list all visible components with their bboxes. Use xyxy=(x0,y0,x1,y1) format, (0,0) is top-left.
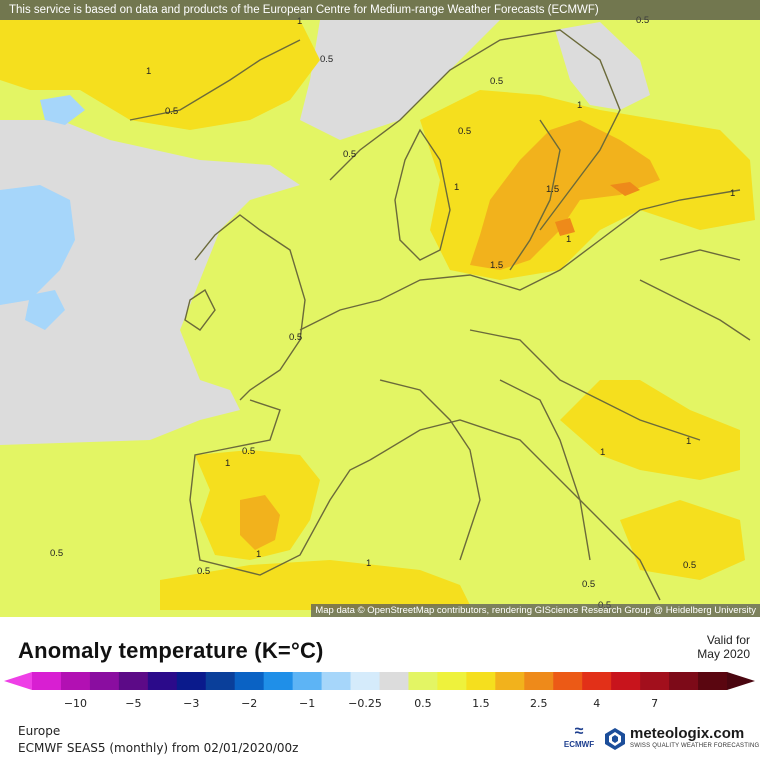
ecmwf-logo-text: ECMWF xyxy=(563,740,595,749)
scale-swatch xyxy=(698,672,728,690)
color-scale-bar xyxy=(4,672,755,690)
contour-label: 0.5 xyxy=(343,149,356,160)
valid-date: May 2020 xyxy=(697,647,750,661)
contour-label: 0.5 xyxy=(490,76,503,87)
scale-swatch xyxy=(466,672,496,690)
scale-swatch xyxy=(32,672,62,690)
scale-tick-label: 2.5 xyxy=(530,697,548,710)
scale-swatch xyxy=(640,672,670,690)
scale-tick-label: 7 xyxy=(651,697,659,710)
contour-label: 0.5 xyxy=(289,332,302,343)
contour-label: 0.5 xyxy=(458,126,471,137)
contour-label: 0.5 xyxy=(636,15,649,26)
no-data-area-norway-sea xyxy=(300,20,500,140)
contour-label: 1 xyxy=(577,100,582,111)
coastlines xyxy=(129,29,751,601)
scale-arrow-high xyxy=(727,672,755,690)
scale-tick-label: 4 xyxy=(593,697,601,710)
cold-anomaly-patch-3 xyxy=(40,95,85,125)
scale-swatch xyxy=(379,672,409,690)
contour-label: 1 xyxy=(146,66,151,77)
contour-label: 1 xyxy=(730,188,735,199)
warm-anomaly-north-atlantic xyxy=(0,20,320,130)
contour-label: 1 xyxy=(225,458,230,469)
map-canvas: 0.5 1 1.5 1 1 0.5 0.5 0.5 0.5 1 1 1 1.5 … xyxy=(0,15,755,611)
contour-label: 1 xyxy=(256,549,261,560)
scale-swatch xyxy=(205,672,236,690)
valid-label: Valid for xyxy=(706,633,750,647)
contour-label: 1 xyxy=(366,558,371,569)
scale-arrow-low xyxy=(4,672,32,690)
scale-swatch xyxy=(350,672,380,690)
scale-swatch xyxy=(553,672,583,690)
scale-swatch xyxy=(60,672,91,690)
scale-swatch xyxy=(234,672,265,690)
scale-swatch xyxy=(437,672,467,690)
valid-period: Valid for May 2020 xyxy=(697,633,750,661)
contour-label: 1 xyxy=(686,436,691,447)
strong-anomaly-spain xyxy=(240,495,280,550)
contour-label: 0.5 xyxy=(242,446,255,457)
meteologix-logo-icon xyxy=(605,728,625,750)
scale-swatch xyxy=(147,672,178,690)
scale-tick-label: −0.25 xyxy=(348,697,382,710)
scale-swatch xyxy=(292,672,323,690)
hotspot-baltic xyxy=(610,182,640,196)
contour-label: 1.5 xyxy=(490,260,503,271)
scale-tick-label: −1 xyxy=(298,697,316,710)
scale-tick-label: −2 xyxy=(241,697,258,710)
warm-anomaly-east xyxy=(620,500,745,580)
meteologix-tagline: SWISS QUALITY WEATHER FORECASTING xyxy=(630,743,760,749)
meteologix-logo[interactable]: meteologix.com SWISS QUALITY WEATHER FOR… xyxy=(604,725,759,756)
chart-title: Anomaly temperature (K=°C) xyxy=(18,638,324,663)
map-attribution[interactable]: Map data © OpenStreetMap contributors, r… xyxy=(311,604,760,617)
scale-swatch xyxy=(263,672,294,690)
scale-swatch xyxy=(89,672,120,690)
contour-label: 1 xyxy=(566,234,571,245)
cold-anomaly-patch-2 xyxy=(25,290,65,330)
ecmwf-logo: ≈ ECMWF xyxy=(562,723,596,750)
contour-label: 1 xyxy=(600,447,605,458)
scale-swatch xyxy=(495,672,525,690)
scale-tick-label: −10 xyxy=(63,697,88,710)
contour-label: 0.5 xyxy=(165,106,178,117)
hotspot-latvia xyxy=(555,218,575,236)
scale-swatch xyxy=(321,672,352,690)
contour-label: 0.5 xyxy=(683,560,696,571)
ecmwf-logo-icon: ≈ xyxy=(574,723,584,740)
scale-swatch xyxy=(176,672,207,690)
scale-swatch xyxy=(582,672,612,690)
scale-swatch xyxy=(408,672,438,690)
strong-anomaly-baltic xyxy=(470,120,660,270)
contour-label: 1 xyxy=(297,16,302,27)
ecmwf-notice: This service is based on data and produc… xyxy=(0,0,760,20)
contour-label: 1 xyxy=(454,182,459,193)
contour-label: 0.5 xyxy=(50,548,63,559)
scale-tick-label: 0.5 xyxy=(414,697,432,710)
contour-label: 0.5 xyxy=(197,566,210,577)
region-label: Europe xyxy=(18,724,61,738)
scale-tick-label: −5 xyxy=(125,697,142,710)
contour-label: 0.5 xyxy=(582,579,595,590)
scale-swatch xyxy=(524,672,554,690)
warm-anomaly-balkans xyxy=(560,380,740,480)
temperature-anomaly-map[interactable]: 0.5 1 1.5 1 1 0.5 0.5 0.5 0.5 1 1 1 1.5 … xyxy=(0,0,760,617)
scale-swatch xyxy=(669,672,699,690)
product-label: ECMWF SEAS5 (monthly) from 02/01/2020/00… xyxy=(18,741,299,755)
scale-swatch xyxy=(118,672,149,690)
cold-anomaly-patch xyxy=(0,185,75,305)
warm-anomaly-south xyxy=(160,560,470,610)
contour-label: 0.5 xyxy=(320,54,333,65)
meteologix-name: meteologix.com xyxy=(630,725,745,742)
scale-tick-label: 1.5 xyxy=(472,697,490,710)
contour-label: 1.5 xyxy=(546,184,559,195)
no-data-area-atlantic xyxy=(0,120,300,445)
scale-tick-label: −3 xyxy=(183,697,200,710)
scale-swatch xyxy=(611,672,641,690)
